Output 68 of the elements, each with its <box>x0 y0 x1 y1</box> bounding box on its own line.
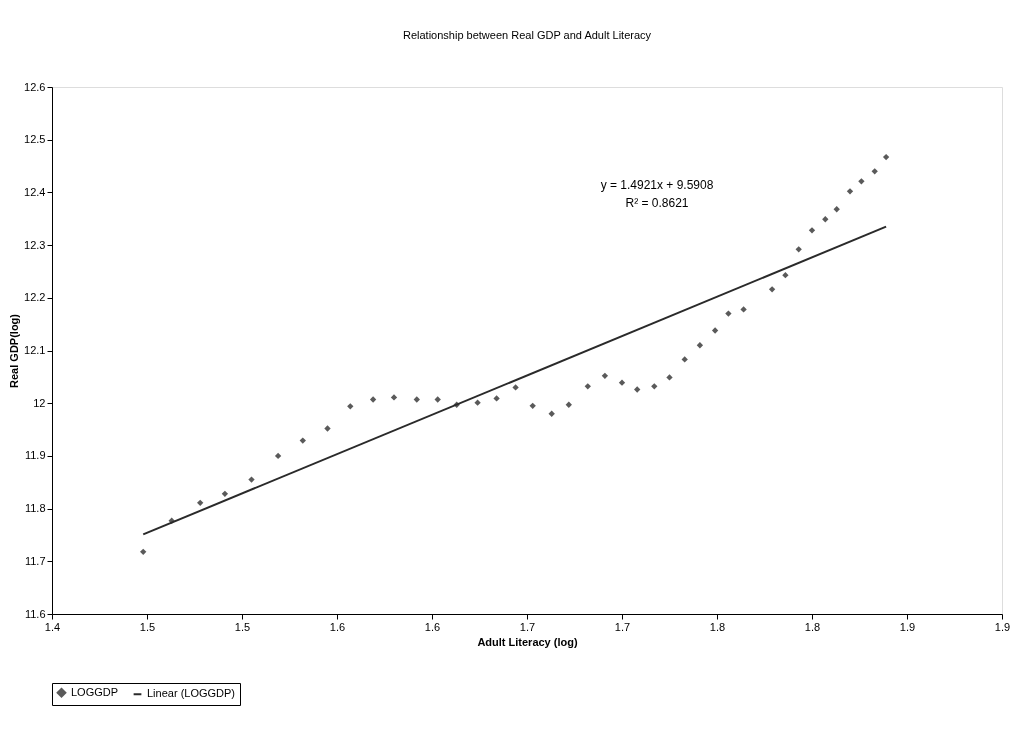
point <box>808 227 816 234</box>
annotation: R² = 0.8621 <box>625 196 689 210</box>
point <box>274 452 282 460</box>
y-axis-title: Real GDP(log) <box>8 313 21 388</box>
point <box>725 310 732 317</box>
x-axis-title: Adult Literacy (log) <box>477 635 578 648</box>
point <box>666 374 673 381</box>
point <box>711 327 719 334</box>
point <box>681 356 688 363</box>
point <box>369 396 377 403</box>
point <box>347 403 354 410</box>
point <box>795 246 802 253</box>
y-tick-label: 12 <box>33 396 46 409</box>
point <box>565 401 572 408</box>
point <box>324 425 331 432</box>
point <box>434 396 441 403</box>
point <box>512 384 519 391</box>
y-tick-label: 11.7 <box>24 554 46 567</box>
legend-label: Linear (LOGGDP) <box>147 687 236 700</box>
point <box>882 153 890 161</box>
x-tick-label: 1.8 <box>804 620 821 633</box>
point <box>248 476 255 483</box>
legend-label: LOGGDP <box>71 685 119 698</box>
point <box>413 396 420 403</box>
y-tick-label: 12.6 <box>24 80 46 93</box>
point <box>696 342 704 349</box>
chart-title: Relationship between Real GDP and Adult Literacy <box>402 29 652 41</box>
y-tick-label: 12.2 <box>24 291 46 304</box>
y-tick-label: 12.1 <box>24 344 46 356</box>
point <box>858 178 865 185</box>
x-tick-label: 1.6 <box>329 620 346 633</box>
point <box>601 372 609 379</box>
point <box>299 437 306 444</box>
point <box>390 394 398 401</box>
point <box>822 216 829 223</box>
point <box>221 490 229 498</box>
point <box>768 286 776 293</box>
point <box>651 383 658 390</box>
x-tick-label: 1.9 <box>899 620 916 633</box>
point <box>197 499 204 506</box>
x-tick-label: 1.5 <box>234 620 251 633</box>
point <box>474 399 481 406</box>
point <box>529 402 536 409</box>
point <box>846 188 854 195</box>
x-tick-label: 1.6 <box>424 620 441 633</box>
y-tick-label: 12.4 <box>24 185 46 198</box>
y-tick-label: 11.9 <box>24 449 46 462</box>
point <box>548 410 555 417</box>
y-tick-label: 11.6 <box>24 607 46 620</box>
point <box>584 383 591 390</box>
annotation: y = 1.4921x + 9.5908 <box>600 178 714 192</box>
y-tick-label: 11.8 <box>24 502 46 515</box>
point <box>140 548 147 555</box>
x-tick-label: 1.4 <box>44 620 61 633</box>
x-tick-label: 1.7 <box>519 620 536 633</box>
x-tick-label: 1.5 <box>139 620 156 633</box>
point <box>740 306 747 313</box>
y-tick-label: 12.3 <box>24 238 46 251</box>
point <box>493 395 500 402</box>
x-tick-label: 1.8 <box>709 620 726 633</box>
y-tick-label: 12.5 <box>24 133 46 146</box>
point <box>634 386 641 393</box>
x-tick-label: 1.7 <box>614 620 631 633</box>
point <box>618 379 626 386</box>
x-tick-label: 1.9 <box>994 620 1011 633</box>
point <box>833 206 840 213</box>
point <box>782 271 789 279</box>
point <box>871 168 878 175</box>
